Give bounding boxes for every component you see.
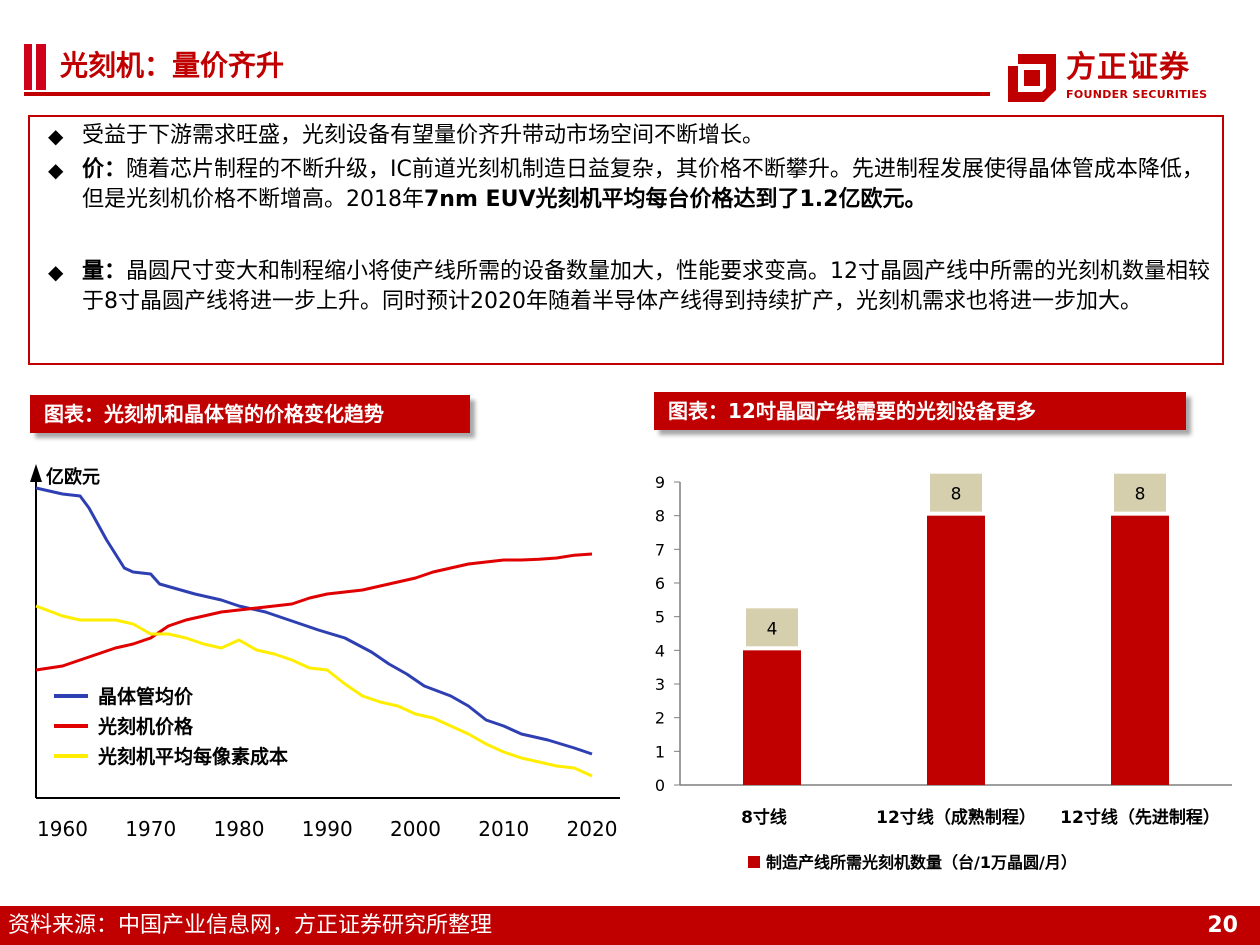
bullet-2-text: 随着芯片制程的不断升级，IC前道光刻机制造日益复杂，其价格不断攀升。先进制程发展… xyxy=(82,157,1204,212)
diamond-bullet-icon: ◆ xyxy=(48,124,64,148)
bar-value-label-bg xyxy=(930,473,982,512)
summary-bullet-2: ◆ 价：随着芯片制程的不断升级，IC前道光刻机制造日益复杂，其价格不断攀升。先进… xyxy=(48,155,1212,215)
logo-subtitle: FOUNDER SECURITIES xyxy=(1066,88,1208,101)
summary-bullet-1: ◆ 受益于下游需求旺盛，光刻设备有望量价齐升带动市场空间不断增长。 xyxy=(48,121,1212,151)
bar xyxy=(1111,515,1169,785)
bar-category-label: 12寸线（先进制程） xyxy=(1060,807,1220,828)
founder-logo: 方正证券 FOUNDER SECURITIES xyxy=(1004,48,1240,108)
line-series-group xyxy=(35,486,593,778)
bar-y-tick-label: 2 xyxy=(655,709,665,728)
summary-box: ◆ 受益于下游需求旺盛，光刻设备有望量价齐升带动市场空间不断增长。 ◆ 价：随着… xyxy=(28,115,1224,365)
x-tick-label: 1990 xyxy=(302,817,353,841)
series-line-1 xyxy=(35,486,593,756)
bar-y-tick-label: 1 xyxy=(655,742,665,761)
page-number: 20 xyxy=(1207,913,1238,938)
logo-name: 方正证券 xyxy=(1066,50,1190,85)
x-tick-label: 1960 xyxy=(37,817,88,841)
bar-legend: 制造产线所需光刻机数量（台/1万晶圆/月） xyxy=(748,853,1077,872)
bar-y-tick-label: 9 xyxy=(655,473,665,492)
legend-label: 晶体管均价 xyxy=(98,685,194,708)
legend-label: 光刻机价格 xyxy=(97,715,194,738)
bar-y-tick-label: 5 xyxy=(655,608,665,627)
x-tick-label: 2020 xyxy=(567,817,618,841)
summary-bullet-3: ◆ 量：晶圆尺寸变大和制程缩小将使产线所需的设备数量加大，性能要求变高。12寸晶… xyxy=(48,257,1212,317)
bar-value-label: 8 xyxy=(951,485,962,505)
footer-bar: 资料来源：中国产业信息网，方正证券研究所整理 20 xyxy=(0,906,1260,945)
series-line-3 xyxy=(35,604,593,778)
bullet-3-label: 量： xyxy=(82,259,127,284)
bar-value-label: 4 xyxy=(767,619,778,639)
x-tick-label: 1980 xyxy=(214,817,265,841)
bar-value-label: 8 xyxy=(1135,485,1146,505)
bar-marks: 4 8 8 xyxy=(743,473,1169,785)
bullet-1-text: 受益于下游需求旺盛，光刻设备有望量价齐升带动市场空间不断增长。 xyxy=(82,123,765,148)
bar-value-label-bg xyxy=(746,608,798,647)
diamond-bullet-icon: ◆ xyxy=(48,158,64,182)
bar xyxy=(927,515,985,785)
bar-y-tick-label: 4 xyxy=(655,641,665,660)
bullet-2-label: 价： xyxy=(82,157,127,182)
equipment-count-bar-chart: 0 1 2 3 4 5 6 7 8 9 4 8 8 8寸线 12寸线（成熟制程） 12寸线（先进制程） 制… xyxy=(655,473,1232,872)
legend-label: 光刻机平均每像素成本 xyxy=(97,745,288,768)
y-axis-label: 亿欧元 xyxy=(46,466,100,488)
bar-y-tick-label: 7 xyxy=(655,540,665,559)
bar-y-tick-labels: 0 1 2 3 4 5 6 7 8 9 xyxy=(655,473,680,795)
bar-legend-swatch xyxy=(748,856,760,868)
bullet-2-bold-text: 7nm EUV光刻机平均每台价格达到了1.2亿欧元。 xyxy=(424,187,927,212)
footer-source: 资料来源：中国产业信息网，方正证券研究所整理 xyxy=(8,913,493,938)
bar-y-tick-label: 6 xyxy=(655,574,665,593)
title-accent-mark xyxy=(24,44,46,90)
bar-category-label: 8寸线 xyxy=(741,807,787,828)
diamond-bullet-icon: ◆ xyxy=(48,260,64,284)
bar-y-tick-label: 8 xyxy=(655,507,665,526)
founder-logo-icon xyxy=(1008,54,1056,102)
page-title: 光刻机：量价齐升 xyxy=(60,49,285,82)
x-tick-labels: 1960 1970 1980 1990 2000 2010 2020 xyxy=(37,817,617,841)
series-line-2 xyxy=(35,552,593,672)
title-underline xyxy=(24,92,990,96)
x-tick-label: 2010 xyxy=(478,817,529,841)
x-tick-label: 1970 xyxy=(125,817,176,841)
y-axis-arrow-icon xyxy=(30,464,42,482)
left-chart-header: 图表：光刻机和晶体管的价格变化趋势 xyxy=(30,395,470,433)
bar-y-tick-label: 0 xyxy=(655,776,665,795)
bar-value-label-bg xyxy=(1114,473,1166,512)
price-trend-line-chart: 亿欧元 1960 1970 1980 1990 2000 2010 2020 晶体管均价光刻… xyxy=(30,464,620,841)
bar xyxy=(743,650,801,785)
bullet-3-text: 晶圆尺寸变大和制程缩小将使产线所需的设备数量加大，性能要求变高。12寸晶圆产线中… xyxy=(82,259,1211,314)
bar-legend-label: 制造产线所需光刻机数量（台/1万晶圆/月） xyxy=(766,853,1077,872)
bar-category-labels: 8寸线 12寸线（成熟制程） 12寸线（先进制程） xyxy=(741,807,1220,828)
bar-y-tick-label: 3 xyxy=(655,675,665,694)
bar-category-label: 12寸线（成熟制程） xyxy=(876,807,1036,828)
right-chart-header: 图表：12吋晶圆产线需要的光刻设备更多 xyxy=(654,392,1186,430)
x-tick-label: 2000 xyxy=(390,817,441,841)
